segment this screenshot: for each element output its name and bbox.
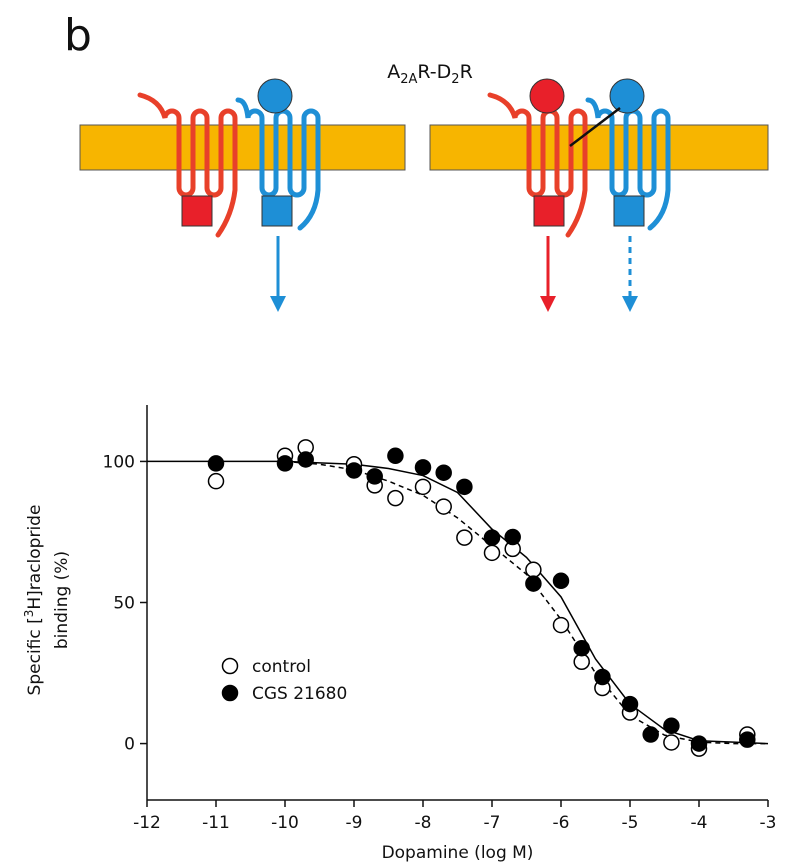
interaction-line (569, 107, 621, 147)
panel-label: b (64, 10, 92, 61)
ligand-d2 (609, 78, 645, 114)
y-tick-label: 50 (113, 594, 135, 614)
x-axis-title: Dopamine (log M) (382, 843, 534, 863)
ligand-a2a (529, 78, 565, 114)
y-tick-label: 100 (103, 452, 135, 472)
g-protein (613, 195, 645, 227)
data-point (456, 478, 473, 496)
data-point (207, 455, 225, 472)
arrow-head (270, 296, 286, 312)
data-point (456, 529, 473, 546)
x-tick-label: -8 (415, 813, 432, 833)
g-protein (261, 195, 293, 227)
data-point (552, 616, 570, 634)
x-tick-label: -5 (622, 813, 639, 833)
data-point (594, 668, 611, 686)
data-point (552, 572, 570, 590)
legend-marker (221, 657, 239, 675)
label-part: R (460, 61, 473, 83)
data-point (621, 695, 639, 713)
x-tick-label: -6 (553, 813, 570, 833)
legend-label: control (252, 657, 311, 677)
fit-curve (284, 460, 768, 745)
y-tick-label: 0 (124, 735, 135, 755)
x-tick-label: -3 (760, 813, 777, 833)
y-axis-title: binding (%) (52, 551, 72, 649)
receptor-coil (235, 97, 321, 231)
y-title-sup: 3 (22, 610, 36, 618)
data-point (690, 735, 708, 752)
data-point (739, 731, 756, 748)
fit-curve (147, 460, 769, 745)
data-point (525, 575, 542, 592)
label-part: R-D (417, 61, 451, 83)
label-part: A (387, 61, 400, 83)
x-tick-label: -10 (271, 813, 299, 833)
data-point (435, 498, 452, 515)
y-axis-title: Specific [3H]raclopride (22, 505, 45, 696)
data-point (414, 459, 432, 476)
arrow-head (540, 296, 556, 312)
data-point (642, 726, 659, 743)
data-point (525, 561, 542, 579)
data-point (207, 472, 225, 490)
data-point (297, 451, 314, 468)
label-sub: 2A (400, 72, 417, 87)
diagram-label: A2AR-D2R (387, 61, 473, 87)
data-point (414, 478, 432, 496)
data-point (573, 639, 590, 657)
data-point (345, 462, 363, 479)
legend-marker (221, 684, 239, 702)
data-point (435, 464, 452, 481)
legend-label: CGS 21680 (252, 684, 347, 704)
y-title-part: H]raclopride (25, 505, 45, 610)
x-tick-label: -7 (484, 813, 501, 833)
data-point (387, 489, 404, 507)
data-point (573, 653, 590, 670)
data-point (387, 447, 404, 465)
data-point (276, 455, 294, 472)
membrane (429, 124, 769, 171)
ligand-d2 (257, 78, 293, 114)
data-point (663, 734, 680, 751)
x-tick-label: -12 (133, 813, 161, 833)
x-tick-label: -4 (691, 813, 708, 833)
chart: -12 -11 -10 -9 -8 -7 -6 -5 -4 -3 0 50 100 Dopamine (l… (22, 405, 776, 863)
g-protein (533, 195, 565, 227)
data-point (366, 468, 383, 485)
arrow-head (622, 296, 638, 312)
data-point (504, 528, 521, 546)
x-tick-label: -11 (202, 813, 230, 833)
data-point (483, 529, 501, 546)
x-tick-label: -9 (346, 813, 363, 833)
y-title-part: Specific [ (25, 617, 45, 695)
data-point (663, 717, 680, 735)
membrane (79, 124, 406, 171)
data-point (483, 544, 501, 562)
receptor-coil (137, 92, 238, 238)
label-sub: 2 (451, 72, 459, 87)
g-protein (181, 195, 213, 227)
